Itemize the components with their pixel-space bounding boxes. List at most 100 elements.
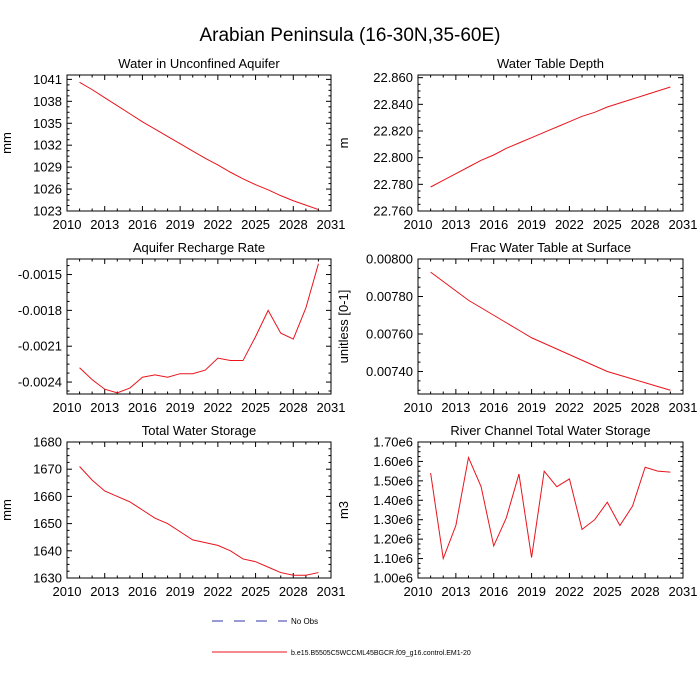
series-line — [430, 86, 671, 188]
x-tick-label: 2013 — [90, 584, 119, 599]
y-tick-label: 1.20e6 — [373, 532, 413, 547]
plot-frame — [417, 441, 684, 579]
y-tick-label: 1032 — [33, 138, 62, 153]
x-tick-label: 2013 — [90, 217, 119, 232]
legend-model-label: b.e15.B5505C5WCCML45BGCR.f09_g16.control… — [291, 650, 471, 657]
x-tick-label: 2010 — [53, 217, 82, 232]
chart-panel-3: 2010 2013 2016 2019 2022 2025 2028 2031 -0.0024 -… — [18, 240, 346, 415]
x-tick-label: 2010 — [404, 400, 433, 415]
y-axis-label: m — [336, 138, 351, 149]
y-axis-label: unitless [0-1] — [336, 290, 351, 364]
y-tick-label: 0.00800 — [366, 252, 413, 267]
y-tick-label: -0.0015 — [18, 267, 62, 282]
x-tick-label: 2028 — [631, 584, 660, 599]
x-tick-label: 2022 — [555, 584, 584, 599]
y-tick-label: 1680 — [33, 435, 62, 450]
y-tick-label: 22.760 — [373, 204, 413, 219]
series-line — [79, 81, 319, 211]
y-tick-label: 22.860 — [373, 70, 413, 85]
y-tick-label: 0.00780 — [366, 289, 413, 304]
x-tick-label: 2022 — [203, 584, 232, 599]
x-tick-label: 2010 — [53, 400, 82, 415]
x-tick-label: 2028 — [279, 217, 308, 232]
x-tick-label: 2028 — [279, 400, 308, 415]
y-tick-label: -0.0018 — [18, 303, 62, 318]
y-axis-label: mm — [0, 499, 14, 521]
chart-panel-1: 2010 2013 2016 2019 2022 2025 2028 2031 1023 1026… — [0, 56, 345, 232]
panel-title: Water Table Depth — [497, 56, 604, 71]
series-line — [430, 271, 671, 391]
y-tick-label: 1670 — [33, 462, 62, 477]
chart-panel-6: 2010 2013 2016 2019 2022 2025 2028 2031 1.00e6 1.… — [336, 423, 697, 599]
y-tick-label: 22.840 — [373, 97, 413, 112]
y-tick-label: 22.800 — [373, 150, 413, 165]
x-tick-label: 2025 — [241, 400, 270, 415]
series-line — [79, 466, 319, 576]
x-tick-label: 2022 — [203, 217, 232, 232]
chart-panels: 2010 2013 2016 2019 2022 2025 2028 2031 1023 1026… — [0, 56, 697, 599]
y-tick-label: 1660 — [33, 489, 62, 504]
x-tick-label: 2010 — [53, 584, 82, 599]
y-tick-label: 22.780 — [373, 177, 413, 192]
y-tick-label: 1023 — [33, 204, 62, 219]
x-tick-label: 2031 — [669, 400, 698, 415]
x-tick-label: 2013 — [90, 400, 119, 415]
x-tick-label: 2019 — [517, 400, 546, 415]
panel-title: Water in Unconfined Aquifer — [118, 56, 280, 71]
y-tick-label: 1.40e6 — [373, 493, 413, 508]
y-tick-label: 1041 — [33, 72, 62, 87]
y-tick-label: 0.00740 — [366, 364, 413, 379]
y-tick-label: 1630 — [33, 571, 62, 586]
plot-frame — [66, 441, 332, 579]
x-tick-label: 2025 — [593, 400, 622, 415]
x-tick-label: 2016 — [479, 400, 508, 415]
x-tick-label: 2022 — [555, 217, 584, 232]
y-tick-label: 1.00e6 — [373, 571, 413, 586]
x-tick-label: 2016 — [128, 400, 157, 415]
panel-title: Frac Water Table at Surface — [470, 240, 631, 255]
x-tick-label: 2028 — [631, 217, 660, 232]
y-tick-label: 1029 — [33, 160, 62, 175]
y-tick-label: 1035 — [33, 116, 62, 131]
y-tick-label: -0.0024 — [18, 375, 62, 390]
y-tick-label: 1038 — [33, 94, 62, 109]
plot-frame — [66, 258, 332, 395]
x-tick-label: 2019 — [517, 217, 546, 232]
x-tick-label: 2013 — [441, 400, 470, 415]
x-tick-label: 2031 — [669, 584, 698, 599]
x-tick-label: 2010 — [404, 584, 433, 599]
x-tick-label: 2019 — [166, 400, 195, 415]
y-tick-label: 0.00760 — [366, 327, 413, 342]
x-tick-label: 2016 — [128, 217, 157, 232]
x-tick-label: 2013 — [441, 584, 470, 599]
panel-title: Total Water Storage — [142, 423, 256, 438]
x-tick-label: 2019 — [166, 584, 195, 599]
x-tick-label: 2025 — [241, 217, 270, 232]
y-tick-label: 1650 — [33, 516, 62, 531]
panel-title: Aquifer Recharge Rate — [133, 240, 265, 255]
legend-obs-label: No Obs — [291, 617, 318, 626]
plot-frame — [417, 258, 684, 395]
y-axis-label: mm — [0, 132, 14, 154]
x-tick-label: 2019 — [517, 584, 546, 599]
plot-frame — [66, 74, 332, 212]
x-tick-label: 2031 — [317, 400, 346, 415]
y-tick-label: 22.820 — [373, 124, 413, 139]
x-tick-label: 2031 — [317, 584, 346, 599]
y-axis-label: m3 — [336, 501, 351, 519]
y-tick-label: 1.10e6 — [373, 551, 413, 566]
chart-panel-4: 2010 2013 2016 2019 2022 2025 2028 2031 0.00740 0… — [336, 240, 697, 415]
x-tick-label: 2025 — [593, 217, 622, 232]
x-tick-label: 2025 — [593, 584, 622, 599]
x-tick-label: 2019 — [166, 217, 195, 232]
series-line — [430, 455, 671, 561]
chart-panel-2: 2010 2013 2016 2019 2022 2025 2028 2031 22.760 22… — [336, 56, 697, 232]
y-tick-label: 1.70e6 — [373, 435, 413, 450]
x-tick-label: 2022 — [203, 400, 232, 415]
y-tick-label: 1.60e6 — [373, 454, 413, 469]
x-tick-label: 2028 — [631, 400, 660, 415]
y-tick-label: -0.0021 — [18, 339, 62, 354]
x-tick-label: 2022 — [555, 400, 584, 415]
